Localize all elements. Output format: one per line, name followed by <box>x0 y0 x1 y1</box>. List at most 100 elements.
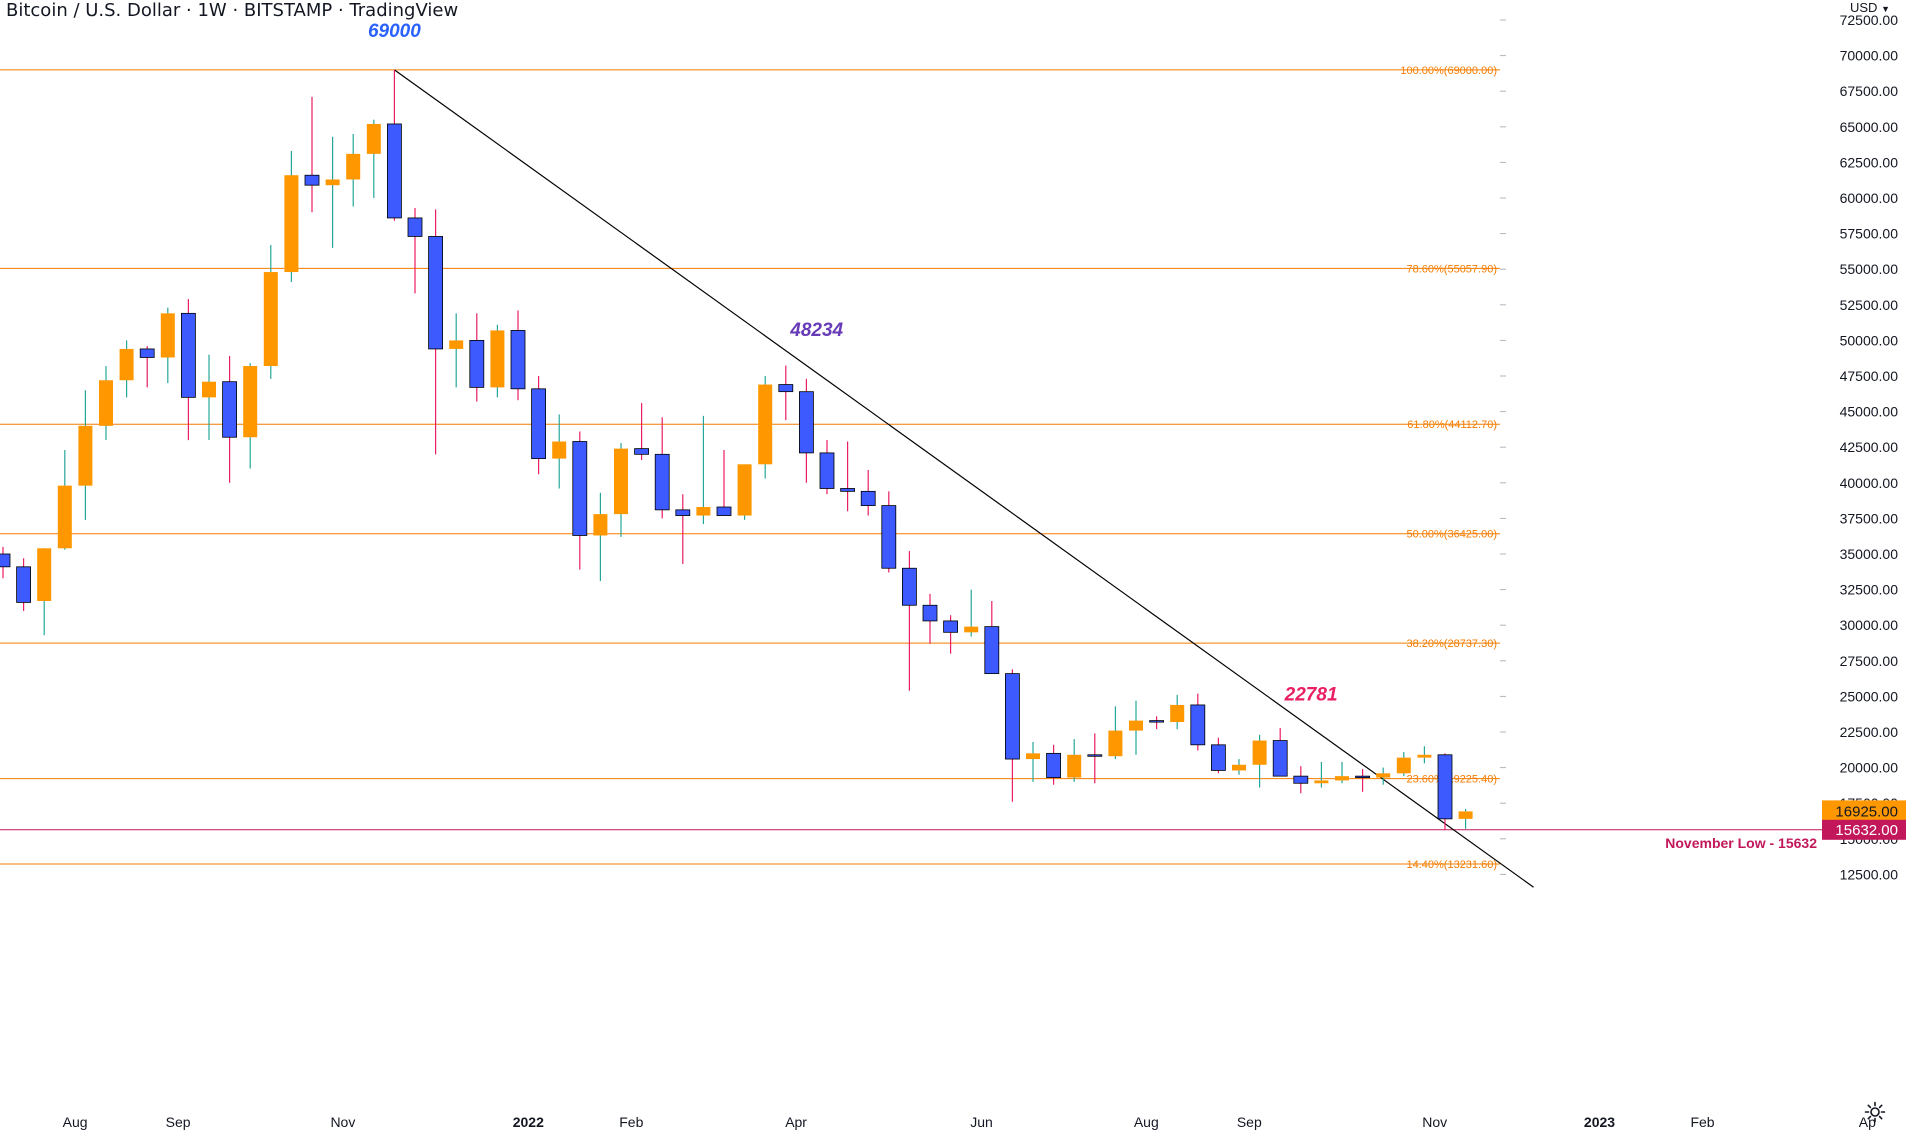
y-tick-label: 37500.00 <box>1840 510 1899 526</box>
candle-down <box>1087 754 1103 757</box>
candle-up <box>552 441 567 459</box>
last-price-tag <box>1822 800 1906 823</box>
y-tick-label: 70000.00 <box>1840 48 1899 64</box>
y-tick-label: 57500.00 <box>1840 226 1899 242</box>
candle-up <box>449 340 464 349</box>
candle-up <box>490 330 505 388</box>
candle-down <box>1293 775 1309 784</box>
candle-up <box>37 548 52 601</box>
currency-selector[interactable]: USD ▼ <box>1850 0 1890 15</box>
candle-down <box>386 123 402 219</box>
x-tick-label: Apr <box>785 1114 807 1130</box>
candle-down <box>1190 704 1206 746</box>
x-tick-label: Feb <box>1690 1114 1714 1130</box>
candle-up <box>1417 754 1432 758</box>
fib-level-label: 100.00%(69000.00) <box>1400 65 1497 77</box>
y-tick-label: 35000.00 <box>1840 546 1899 562</box>
fib-level-label: 78.60%(55057.90) <box>1406 263 1497 275</box>
candle-down <box>1046 752 1061 778</box>
y-tick-label: 55000.00 <box>1840 261 1899 277</box>
candle-down <box>922 604 938 622</box>
candle-up <box>57 485 72 549</box>
november-low-price-label: 15632.00 <box>1835 822 1898 839</box>
candle-down <box>139 348 155 358</box>
november-low-label: November Low - 15632 <box>1665 835 1817 851</box>
candle-up <box>1252 740 1267 765</box>
candle-down <box>469 339 485 388</box>
candle-up <box>737 464 752 516</box>
x-tick-label: Nov <box>1422 1114 1447 1130</box>
candle-down <box>799 391 814 454</box>
candle-up <box>1108 730 1123 757</box>
candle-down <box>0 553 11 568</box>
candle-down <box>510 330 526 390</box>
y-tick-label: 42500.00 <box>1840 439 1899 455</box>
y-tick-label: 22500.00 <box>1840 724 1899 740</box>
candle-up <box>614 448 628 515</box>
y-tick-label: 45000.00 <box>1840 404 1899 420</box>
x-tick-label: 2022 <box>513 1114 544 1130</box>
y-tick-label: 32500.00 <box>1840 582 1899 598</box>
x-tick-label: Aug <box>1134 1114 1159 1130</box>
fib-level-label: 14.40%(13231.60) <box>1406 859 1497 871</box>
trendline <box>394 69 1534 888</box>
candle-down <box>1149 720 1164 723</box>
candle-up <box>263 272 278 367</box>
candle-up <box>78 425 93 486</box>
candle-up <box>284 175 299 273</box>
candle-down <box>1272 740 1288 777</box>
candle-up <box>1314 780 1329 784</box>
fib-level-label: 38.20%(28737.30) <box>1406 638 1497 650</box>
candle-down <box>304 174 320 186</box>
annotation-label: 22781 <box>1284 685 1338 706</box>
candle-down <box>634 448 649 455</box>
y-tick-label: 67500.00 <box>1840 83 1899 99</box>
candle-down <box>675 509 691 516</box>
candle-up <box>696 507 711 516</box>
x-tick-label: Jun <box>970 1114 993 1130</box>
y-tick-label: 20000.00 <box>1840 760 1899 776</box>
candle-down <box>860 490 876 506</box>
x-tick-label: Aug <box>63 1114 88 1130</box>
y-tick-label: 65000.00 <box>1840 119 1899 135</box>
candle-up <box>243 366 258 438</box>
y-tick-label: 47500.00 <box>1840 368 1899 384</box>
candle-down <box>407 217 423 237</box>
candle-up <box>1170 704 1185 723</box>
candle-down <box>840 488 855 492</box>
candle-down <box>716 506 732 516</box>
y-tick-label: 50000.00 <box>1840 332 1899 348</box>
candle-up <box>964 626 979 633</box>
candle-down <box>428 236 444 350</box>
candle-up <box>1458 811 1473 819</box>
candle-down <box>984 626 1000 675</box>
gear-icon[interactable] <box>1864 1101 1886 1123</box>
candle-up <box>1026 753 1040 760</box>
y-tick-label: 27500.00 <box>1840 653 1899 669</box>
currency-label: USD <box>1850 0 1878 15</box>
candle-down <box>943 620 958 633</box>
candle-down <box>778 384 794 393</box>
candle-down <box>1355 775 1370 779</box>
candle-up <box>346 153 361 180</box>
x-tick-label: 2023 <box>1584 1114 1615 1130</box>
x-tick-label: Sep <box>166 1114 191 1130</box>
y-tick-label: 62500.00 <box>1840 154 1899 170</box>
y-tick-label: 72500.00 <box>1840 12 1899 28</box>
candle-up <box>202 381 216 398</box>
candle-up <box>1232 764 1246 771</box>
candle-up <box>593 514 608 536</box>
chart-title: Bitcoin / U.S. Dollar · 1W · BITSTAMP · … <box>6 0 459 21</box>
fib-level-label: 61.80%(44112.70) <box>1407 419 1497 431</box>
candle-up <box>1335 776 1349 781</box>
candle-up <box>1376 773 1391 778</box>
x-tick-label: Nov <box>330 1114 355 1130</box>
candle-down <box>572 441 588 536</box>
fib-level-label: 50.00%(36425.00) <box>1406 529 1497 541</box>
candle-down <box>1005 673 1020 760</box>
candle-up <box>758 384 773 465</box>
candle-down <box>16 566 32 603</box>
candle-up <box>325 179 340 186</box>
